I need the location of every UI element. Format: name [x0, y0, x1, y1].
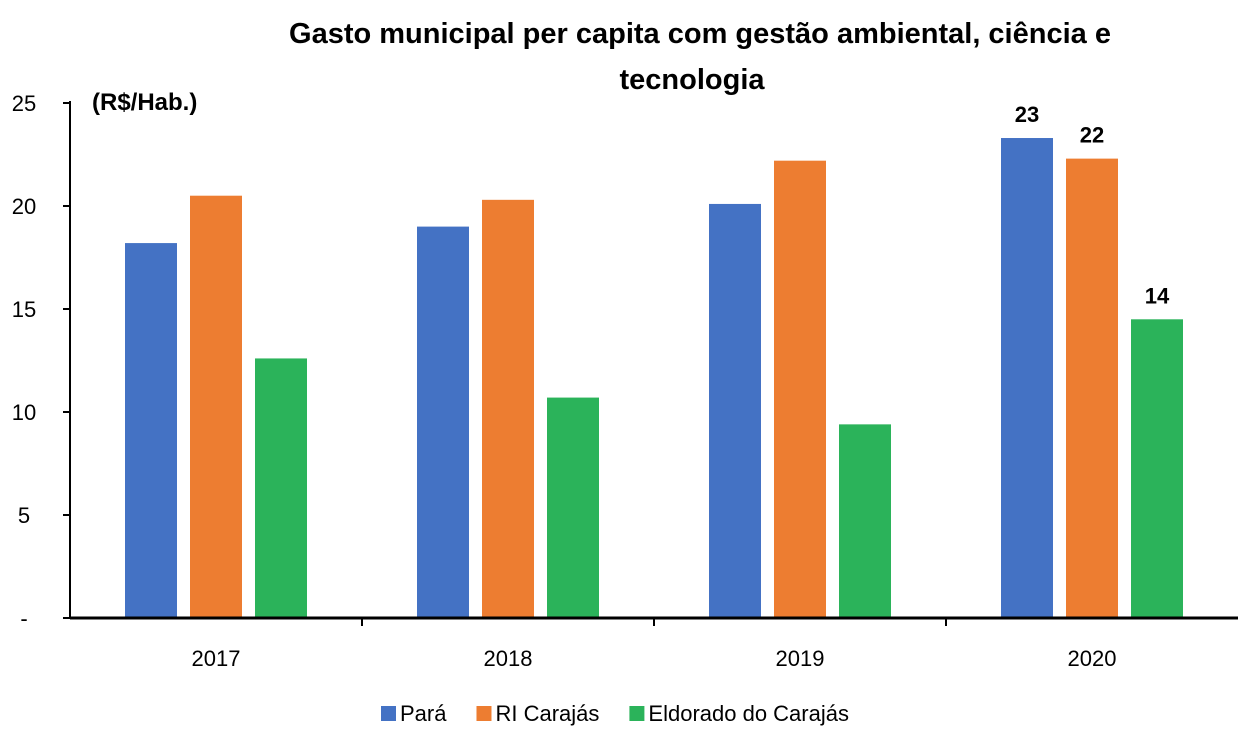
x-axis-ticks: 2017 2018 2019 2020	[192, 646, 1117, 671]
bar-2017-0	[125, 243, 177, 618]
legend-swatch	[381, 706, 396, 721]
legend-item-label: Pará	[400, 701, 447, 726]
y-tick-label: 20	[12, 194, 36, 219]
x-tick-label: 2017	[192, 646, 241, 671]
y-axis-ticks: - 5 10 15 20 25	[12, 91, 70, 631]
bar-2020-0	[1001, 138, 1053, 618]
bar-2017-2	[255, 358, 307, 618]
data-labels: 23 22 14	[1015, 102, 1170, 308]
bar-2020-1	[1066, 158, 1118, 618]
data-label: 23	[1015, 102, 1039, 127]
bar-2019-0	[709, 203, 761, 618]
data-label: 22	[1080, 123, 1104, 148]
x-tick-label: 2018	[484, 646, 533, 671]
bar-2018-2	[547, 397, 599, 618]
legend-swatch	[476, 706, 492, 721]
bar-2018-1	[482, 199, 534, 618]
y-tick-label: 15	[12, 297, 36, 322]
y-tick-label: -	[20, 606, 27, 631]
y-axis-unit-label: (R$/Hab.)	[92, 89, 197, 116]
bar-2019-2	[839, 424, 891, 618]
bar-2020-2	[1131, 319, 1183, 618]
y-tick-label: 25	[12, 91, 36, 116]
bar-2017-1	[190, 195, 242, 618]
x-tick-label: 2020	[1068, 646, 1117, 671]
chart-title-line-1: Gasto municipal per capita com gestão am…	[289, 18, 1111, 50]
bar-2018-0	[417, 226, 469, 618]
axes	[69, 101, 1238, 626]
data-label: 14	[1145, 283, 1170, 308]
y-tick-label: 5	[18, 503, 30, 528]
bar-2019-1	[774, 160, 826, 618]
legend-item-label: Eldorado do Carajás	[648, 701, 849, 726]
legend-item-label: RI Carajás	[495, 701, 599, 726]
chart-title-line-2: tecnologia	[619, 64, 765, 96]
bars	[125, 138, 1183, 618]
legend: Pará RI Carajás Eldorado do Carajás	[381, 701, 849, 726]
legend-swatch	[629, 706, 645, 721]
x-tick-label: 2019	[776, 646, 825, 671]
y-tick-label: 10	[12, 400, 36, 425]
